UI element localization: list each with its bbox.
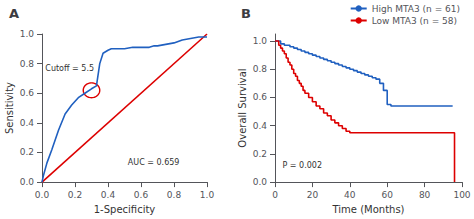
svg-text:Cutoff = 5.5: Cutoff = 5.5: [45, 64, 94, 73]
svg-text:80: 80: [419, 190, 431, 200]
svg-text:0: 0: [272, 190, 278, 200]
svg-text:0.4: 0.4: [20, 118, 35, 128]
svg-text:0.0: 0.0: [20, 177, 35, 187]
svg-text:40: 40: [344, 190, 356, 200]
svg-text:0.0: 0.0: [253, 177, 268, 187]
svg-text:1.0: 1.0: [20, 29, 35, 39]
svg-text:0.6: 0.6: [134, 190, 149, 200]
svg-text:0.2: 0.2: [68, 190, 82, 200]
svg-text:0.6: 0.6: [253, 92, 268, 102]
svg-text:60: 60: [381, 190, 393, 200]
svg-text:Time (Months): Time (Months): [331, 204, 404, 215]
svg-text:0.2: 0.2: [253, 149, 267, 159]
svg-text:1.0: 1.0: [253, 36, 268, 46]
svg-text:AUC = 0.659: AUC = 0.659: [128, 158, 180, 167]
svg-text:0.8: 0.8: [167, 190, 182, 200]
svg-text:0.8: 0.8: [253, 64, 268, 74]
svg-text:P = 0.002: P = 0.002: [282, 161, 322, 170]
svg-text:0.0: 0.0: [35, 190, 50, 200]
svg-text:B: B: [241, 6, 251, 21]
svg-text:0.2: 0.2: [20, 147, 34, 157]
svg-text:A: A: [9, 6, 19, 21]
svg-text:0.4: 0.4: [253, 121, 268, 131]
svg-text:High MTA3 (n = 61): High MTA3 (n = 61): [372, 4, 460, 14]
svg-text:0.4: 0.4: [101, 190, 116, 200]
svg-text:Overall Survival: Overall Survival: [237, 68, 248, 147]
svg-text:Low MTA3 (n = 58): Low MTA3 (n = 58): [372, 16, 457, 26]
svg-text:20: 20: [307, 190, 319, 200]
svg-text:0.8: 0.8: [20, 59, 35, 69]
svg-text:1.0: 1.0: [200, 190, 215, 200]
svg-text:1-Specificity: 1-Specificity: [94, 204, 156, 215]
svg-text:Sensitivity: Sensitivity: [4, 82, 15, 134]
svg-text:0.6: 0.6: [20, 88, 35, 98]
svg-text:100: 100: [453, 190, 470, 200]
